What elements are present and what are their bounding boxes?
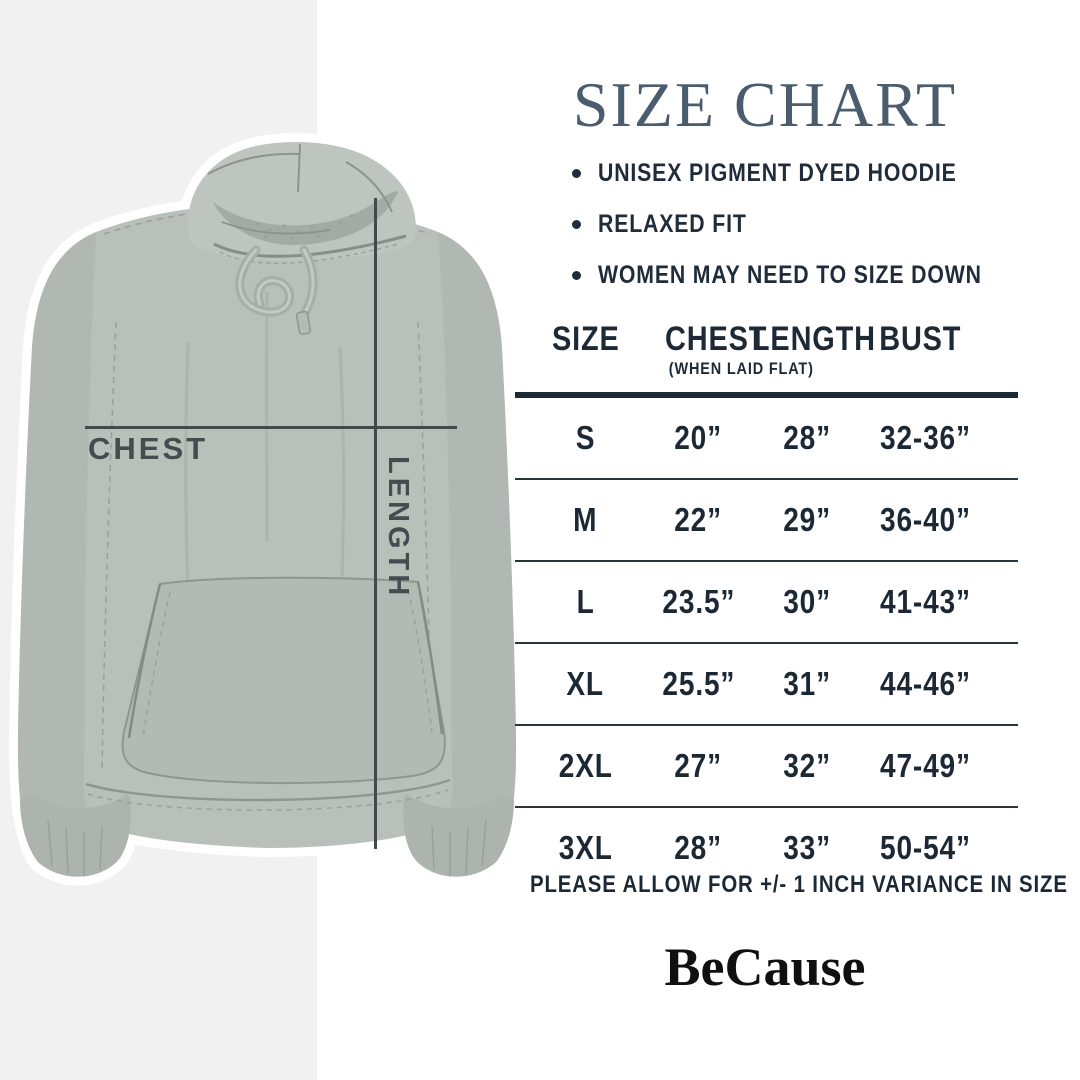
- list-item: UNISEX PIGMENT DYED HOODIE: [572, 148, 1050, 199]
- pocket-stitching: [142, 589, 433, 739]
- chest-measure-line: [85, 426, 457, 429]
- length-measure-line: [374, 198, 377, 849]
- list-item: RELAXED FIT: [572, 199, 1050, 250]
- drawstring-aglet: [295, 310, 312, 335]
- list-item: WOMEN MAY NEED TO SIZE DOWN: [572, 250, 1050, 301]
- header-rule: [515, 392, 1018, 398]
- page-title: SIZE CHART: [572, 69, 958, 140]
- cuff-rib-lines: [47, 819, 487, 876]
- table-header-row: SIZE CHEST (WHEN LAID FLAT) LENGTH BUST: [515, 322, 1018, 392]
- left-cuff: [20, 794, 131, 877]
- table-row: L 23.5” 30” 41-43”: [515, 562, 1018, 644]
- table-row: 2XL 27” 32” 47-49”: [515, 726, 1018, 808]
- feature-text: RELAXED FIT: [598, 210, 747, 238]
- drawstrings: [235, 245, 318, 319]
- column-header-chest: CHEST (WHEN LAID FLAT): [656, 322, 814, 378]
- bullet-icon: [572, 220, 581, 229]
- column-header-length: LENGTH: [752, 320, 877, 358]
- hem-stitching: [87, 789, 449, 811]
- chest-subnote: (WHEN LAID FLAT): [668, 359, 814, 378]
- column-header-size: SIZE: [551, 320, 620, 358]
- bullet-icon: [572, 169, 581, 178]
- table-row: M 22” 29” 36-40”: [515, 480, 1018, 562]
- bullet-icon: [572, 271, 581, 280]
- hood-terry-texture: [246, 214, 354, 240]
- table-row: 3XL 28” 33” 50-54”: [558, 829, 971, 866]
- hoodie-photo: [8, 132, 530, 892]
- brand-logo: BeCause: [664, 937, 866, 997]
- column-header-bust: BUST: [879, 320, 962, 358]
- hoodie-pocket: [121, 576, 446, 785]
- length-measure-label: LENGTH: [382, 456, 414, 600]
- pocket-openings: [127, 581, 444, 739]
- variance-footnote: PLEASE ALLOW FOR +/- 1 INCH VARIANCE IN …: [530, 871, 1068, 898]
- table-row: S 20” 28” 32-36”: [515, 398, 1018, 480]
- table-row: XL 25.5” 31” 44-46”: [515, 644, 1018, 726]
- hem-band-line: [85, 778, 451, 802]
- feature-text: UNISEX PIGMENT DYED HOODIE: [598, 159, 957, 187]
- hoodie-illustration: [8, 133, 526, 886]
- feature-text: WOMEN MAY NEED TO SIZE DOWN: [598, 261, 982, 289]
- hood-folds: [207, 143, 393, 235]
- right-cuff: [403, 794, 514, 877]
- size-table: SIZE CHEST (WHEN LAID FLAT) LENGTH BUST …: [515, 322, 1018, 888]
- chest-measure-label: CHEST: [88, 431, 209, 466]
- feature-list: UNISEX PIGMENT DYED HOODIE RELAXED FIT W…: [572, 148, 1050, 301]
